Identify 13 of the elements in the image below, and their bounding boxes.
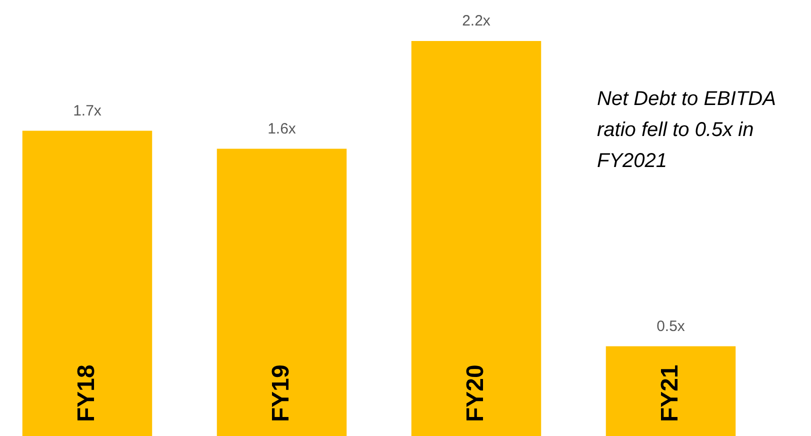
bar	[22, 130, 152, 436]
bar	[216, 148, 347, 436]
x-tick-label: FY18	[72, 364, 100, 422]
bar	[411, 41, 542, 436]
x-tick-label: FY20	[462, 364, 489, 422]
annotation: Net Debt to EBITDA ratio fell to 0.5x in FY2021	[597, 87, 776, 174]
data-label: 0.5x	[656, 318, 686, 335]
data-label: 1.6x	[268, 120, 296, 138]
data-label: 2.2x	[462, 12, 491, 30]
x-tick-label: FY19	[267, 364, 294, 422]
x-tick-label: FY21	[656, 364, 684, 422]
data-label: 1.7x	[73, 102, 102, 120]
bar	[606, 346, 736, 436]
